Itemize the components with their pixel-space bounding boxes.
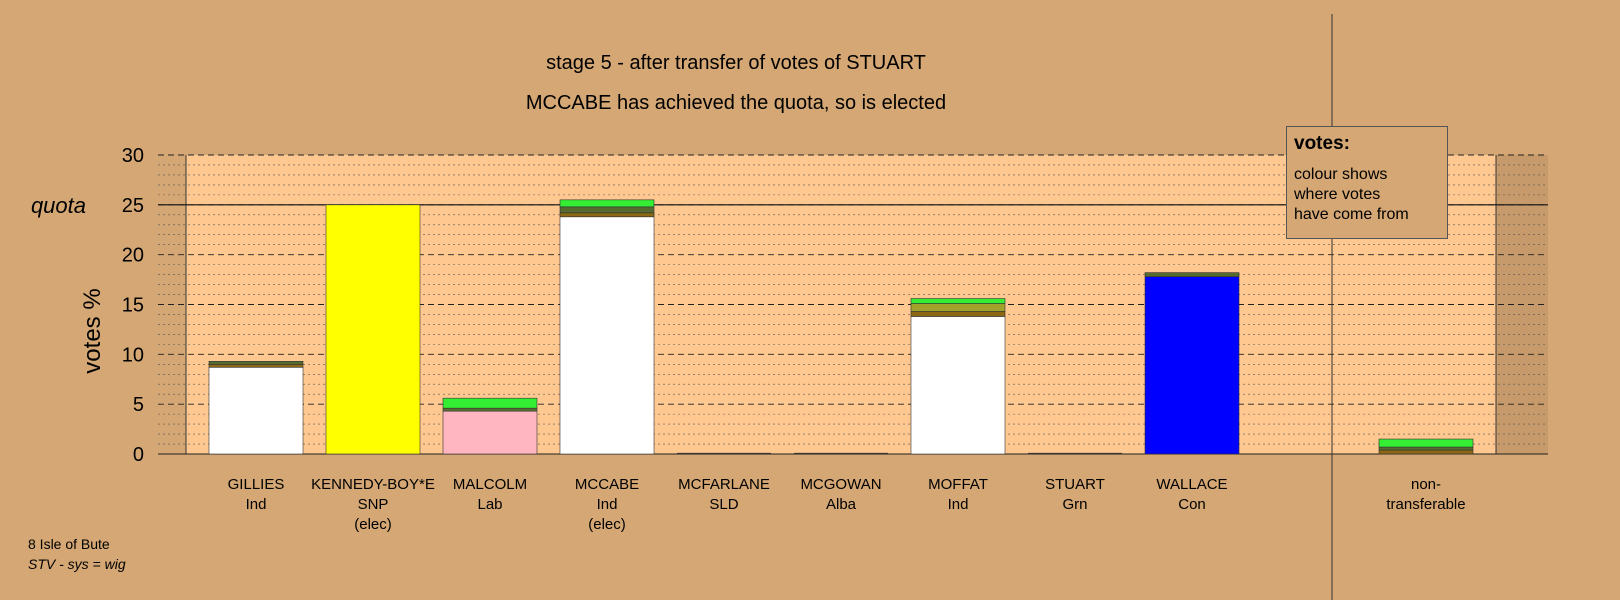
y-tick-label: 25: [122, 195, 144, 217]
y-tick-label: 10: [122, 344, 144, 366]
bar-segment: [1144, 276, 1240, 455]
x-tick-party: Alba: [826, 496, 857, 513]
bar-segment: [1378, 449, 1474, 455]
bar-segment: [559, 206, 655, 214]
x-tick-party: Ind: [948, 496, 969, 513]
x-tick-party: Ind: [597, 496, 618, 513]
x-tick-party: SNP: [358, 496, 389, 513]
y-axis-label: votes %: [79, 288, 106, 373]
x-tick-label: MCCABE: [575, 476, 639, 493]
x-tick-party: Grn: [1062, 496, 1087, 513]
y-tick-label: 20: [122, 245, 144, 267]
bar-segment: [208, 361, 304, 365]
legend-line: have come from: [1294, 206, 1409, 223]
x-tick-label: KENNEDY-BOY*E: [311, 476, 435, 493]
chart-title: stage 5 - after transfer of votes of STU…: [546, 52, 926, 74]
bar-segment: [442, 397, 538, 409]
x-tick-status: (elec): [354, 516, 392, 533]
bar-segment: [1378, 446, 1474, 451]
x-tick-label: MCFARLANE: [678, 476, 770, 493]
bar-segment: [442, 407, 538, 412]
bar-segment: [208, 363, 304, 368]
bar-segment: [442, 410, 538, 455]
legend-title: votes:: [1294, 133, 1350, 154]
x-tick-label: MCGOWAN: [800, 476, 881, 493]
legend-line: where votes: [1294, 186, 1381, 203]
x-tick-label: MOFFAT: [928, 476, 988, 493]
y-tick-label: 15: [122, 295, 144, 317]
x-tick-party: Con: [1178, 496, 1206, 513]
x-tick-party: transferable: [1386, 496, 1465, 513]
bar-segment: [910, 298, 1006, 304]
bar-segment: [1378, 438, 1474, 448]
x-tick-label: WALLACE: [1156, 476, 1227, 493]
bar-segment: [208, 366, 304, 455]
bar-segment: [910, 311, 1006, 317]
bar-segment: [559, 216, 655, 455]
x-tick-party: Ind: [246, 496, 267, 513]
x-tick-label: GILLIES: [228, 476, 285, 493]
x-tick-label: STUART: [1045, 476, 1105, 493]
bar-segment: [910, 303, 1006, 312]
bar-segment: [559, 199, 655, 208]
quota-label: quota: [31, 193, 86, 218]
y-tick-label: 0: [133, 444, 144, 466]
y-tick-label: 30: [122, 145, 144, 167]
bar-segment: [910, 316, 1006, 455]
x-tick-status: (elec): [588, 516, 626, 533]
bar-segment: [1144, 272, 1240, 277]
bar-segment: [325, 204, 421, 455]
x-tick-label: MALCOLM: [453, 476, 527, 493]
footer-ward: 8 Isle of Bute: [28, 536, 110, 552]
x-tick-party: SLD: [709, 496, 738, 513]
footer-system: STV - sys = wig: [28, 556, 126, 572]
legend-box: votes: colour shows where votes have com…: [1286, 126, 1448, 239]
x-tick-label: non-: [1411, 476, 1441, 493]
legend-line: colour shows: [1294, 166, 1388, 183]
bar-segment: [559, 212, 655, 218]
y-tick-label: 5: [133, 394, 144, 416]
x-tick-party: Lab: [477, 496, 502, 513]
chart-subtitle: MCCABE has achieved the quota, so is ele…: [525, 92, 947, 114]
